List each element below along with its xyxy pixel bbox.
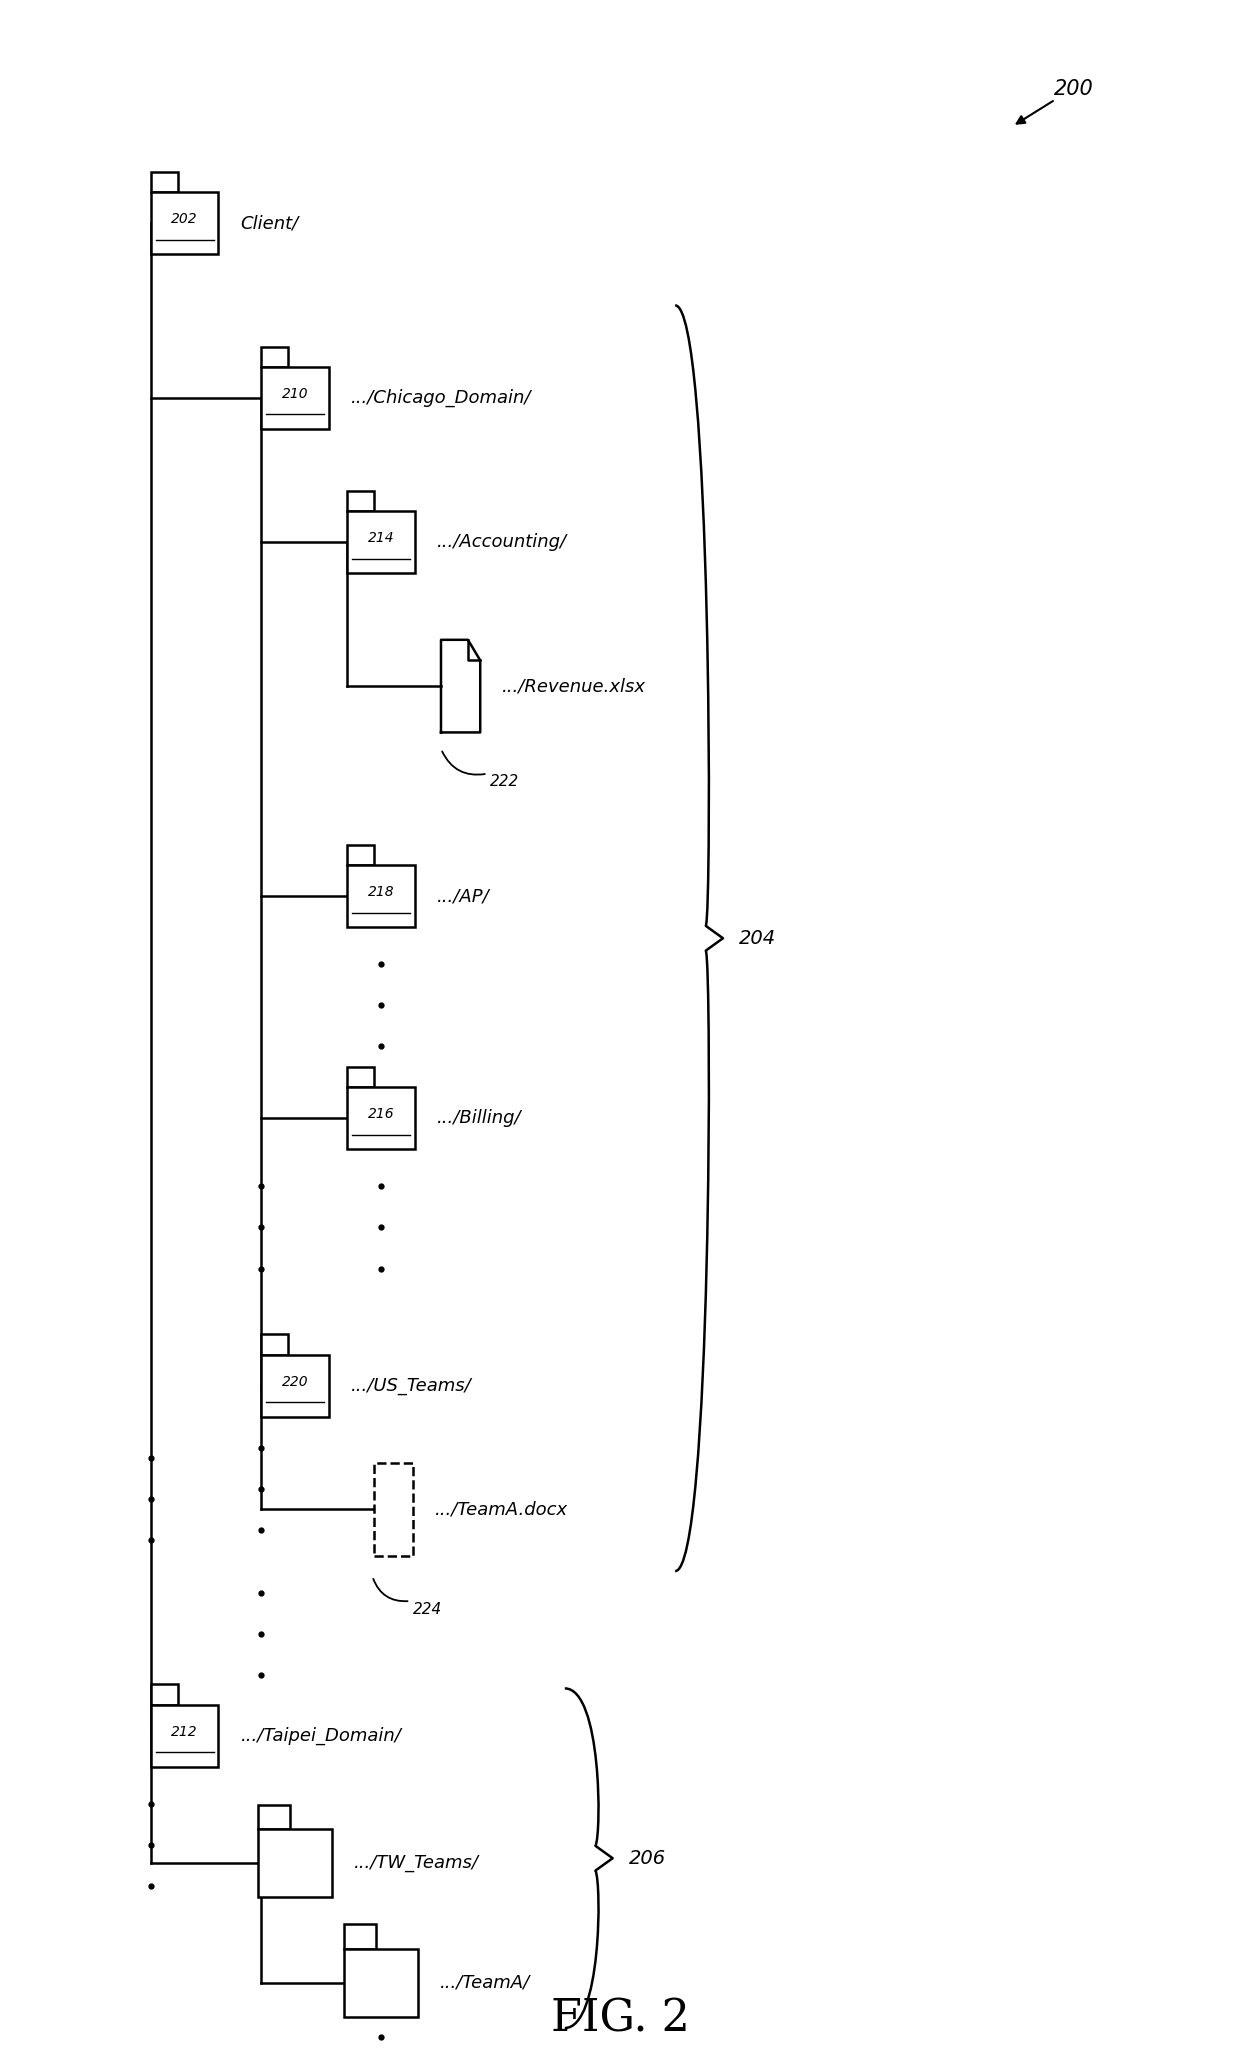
Text: .../Accounting/: .../Accounting/ bbox=[436, 533, 567, 551]
Bar bbox=[151, 172, 179, 193]
Text: FIG. 2: FIG. 2 bbox=[551, 1997, 689, 2041]
Bar bbox=[343, 1950, 418, 2016]
Bar bbox=[262, 367, 329, 429]
Bar bbox=[343, 1925, 376, 1950]
Bar bbox=[151, 193, 218, 255]
Text: .../AP/: .../AP/ bbox=[436, 887, 490, 905]
Text: 218: 218 bbox=[367, 885, 394, 899]
Bar bbox=[373, 1463, 413, 1556]
Text: .../TeamA.docx: .../TeamA.docx bbox=[435, 1500, 568, 1519]
Text: .../TW_Teams/: .../TW_Teams/ bbox=[355, 1854, 479, 1873]
Bar bbox=[347, 1088, 414, 1150]
Bar bbox=[258, 1830, 332, 1898]
Bar bbox=[262, 1355, 329, 1417]
Text: .../Taipei_Domain/: .../Taipei_Domain/ bbox=[241, 1726, 402, 1745]
Text: 202: 202 bbox=[171, 211, 198, 226]
Text: .../US_Teams/: .../US_Teams/ bbox=[351, 1378, 471, 1394]
Bar bbox=[258, 1805, 290, 1830]
Text: 214: 214 bbox=[367, 530, 394, 545]
Text: Client/: Client/ bbox=[241, 213, 299, 232]
Bar bbox=[262, 1334, 289, 1355]
Text: 222: 222 bbox=[490, 775, 520, 789]
Bar bbox=[262, 346, 289, 367]
Text: 204: 204 bbox=[739, 928, 776, 947]
Text: 216: 216 bbox=[367, 1106, 394, 1121]
Bar bbox=[347, 491, 374, 512]
Text: .../Revenue.xlsx: .../Revenue.xlsx bbox=[502, 678, 646, 694]
Bar bbox=[347, 512, 414, 574]
Text: 224: 224 bbox=[413, 1602, 441, 1616]
Text: 210: 210 bbox=[281, 387, 309, 400]
Bar bbox=[347, 866, 414, 926]
Bar bbox=[347, 845, 374, 866]
Text: .../Billing/: .../Billing/ bbox=[436, 1109, 521, 1127]
Text: 200: 200 bbox=[1054, 79, 1094, 99]
Bar bbox=[151, 1685, 179, 1705]
Text: .../TeamA/: .../TeamA/ bbox=[440, 1975, 531, 1991]
Bar bbox=[347, 1067, 374, 1088]
Text: 212: 212 bbox=[171, 1724, 198, 1738]
Text: 220: 220 bbox=[281, 1374, 309, 1388]
Text: .../Chicago_Domain/: .../Chicago_Domain/ bbox=[351, 390, 532, 406]
Text: 206: 206 bbox=[629, 1848, 666, 1867]
Bar bbox=[151, 1705, 218, 1767]
